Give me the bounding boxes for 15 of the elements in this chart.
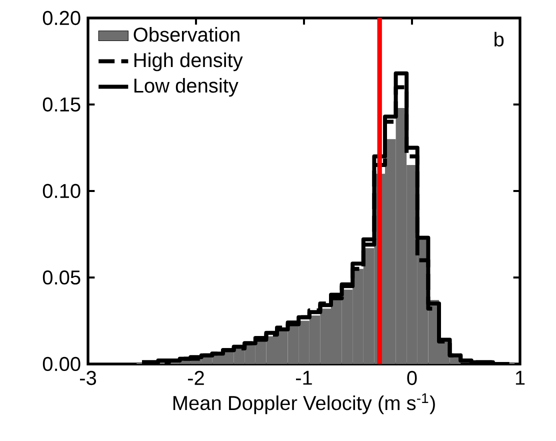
x-axis-title: Mean Doppler Velocity (m s$^{-1}$) (173, 393, 435, 414)
annotation: b (494, 32, 504, 47)
x-tick-label: 1 (516, 370, 525, 385)
y-tick-label: 0.20 (42, 10, 80, 26)
x-tick-label: -1 (296, 370, 312, 385)
y-tick-label: 0.10 (42, 184, 80, 198)
y-tick-label: 0.05 (42, 270, 80, 285)
x-tick-label: 0 (407, 370, 417, 386)
legend-label: High density (134, 52, 243, 72)
x-tick-label: -2 (188, 370, 204, 385)
y-tick-label: 0.15 (42, 97, 80, 112)
legend-label: Observation (134, 27, 240, 42)
x-tick-label: -3 (80, 370, 96, 386)
legend-label: Low density (134, 78, 238, 97)
y-tick-label: 0.00 (42, 356, 80, 372)
